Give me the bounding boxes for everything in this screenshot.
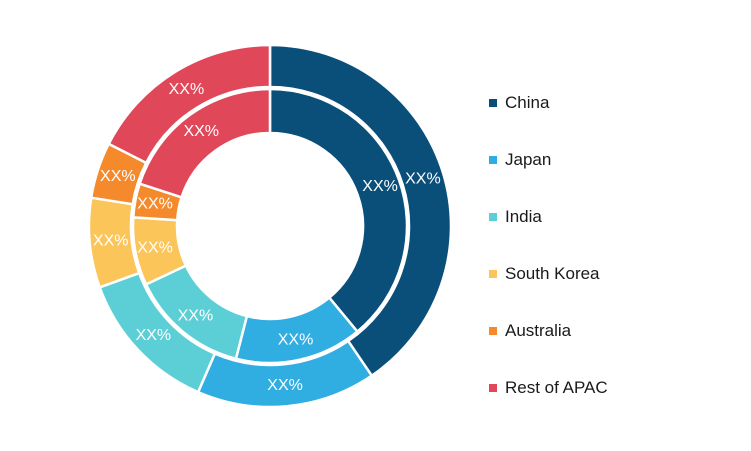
outer-slice-label-india: XX% xyxy=(136,327,172,344)
legend-swatch-japan xyxy=(489,155,497,164)
outer-slice-label-japan: XX% xyxy=(267,377,303,394)
legend-swatch-south-korea xyxy=(489,269,497,278)
legend-label-south-korea: South Korea xyxy=(505,263,600,283)
legend-label-china: China xyxy=(505,92,550,112)
inner-slice-rest-of-apac xyxy=(138,87,272,199)
inner-slice-label-japan: XX% xyxy=(278,332,314,349)
legend-label-india: India xyxy=(505,206,542,226)
inner-slice-label-south-korea: XX% xyxy=(137,239,173,256)
inner-slice-label-india: XX% xyxy=(178,308,214,325)
outer-slice-label-south-korea: XX% xyxy=(93,233,129,250)
legend-item-australia: Australia xyxy=(489,302,739,359)
inner-slice-label-australia: XX% xyxy=(137,196,173,213)
legend-swatch-australia xyxy=(489,326,497,335)
outer-slice-label-china: XX% xyxy=(405,170,441,187)
legend-swatch-rest-of-apac xyxy=(489,383,497,392)
legend-item-south-korea: South Korea xyxy=(489,245,739,302)
legend-label-rest-of-apac: Rest of APAC xyxy=(505,377,608,397)
inner-slice-label-china: XX% xyxy=(362,178,398,195)
chart-legend: China Japan India South Korea Australia … xyxy=(489,74,739,416)
outer-slice-label-australia: XX% xyxy=(100,168,136,185)
outer-slice-china xyxy=(268,43,453,377)
inner-slice-label-rest-of-apac: XX% xyxy=(183,123,219,140)
legend-item-china: China xyxy=(489,74,739,131)
legend-label-japan: Japan xyxy=(505,149,552,169)
inner-slice-china xyxy=(268,87,409,333)
legend-swatch-india xyxy=(489,212,497,221)
legend-item-india: India xyxy=(489,188,739,245)
legend-swatch-china xyxy=(489,98,497,107)
legend-item-japan: Japan xyxy=(489,131,739,188)
outer-slice-rest-of-apac xyxy=(107,43,272,165)
legend-label-australia: Australia xyxy=(505,320,572,340)
legend-item-rest-of-apac: Rest of APAC xyxy=(489,359,739,416)
outer-slice-label-rest-of-apac: XX% xyxy=(169,81,205,98)
